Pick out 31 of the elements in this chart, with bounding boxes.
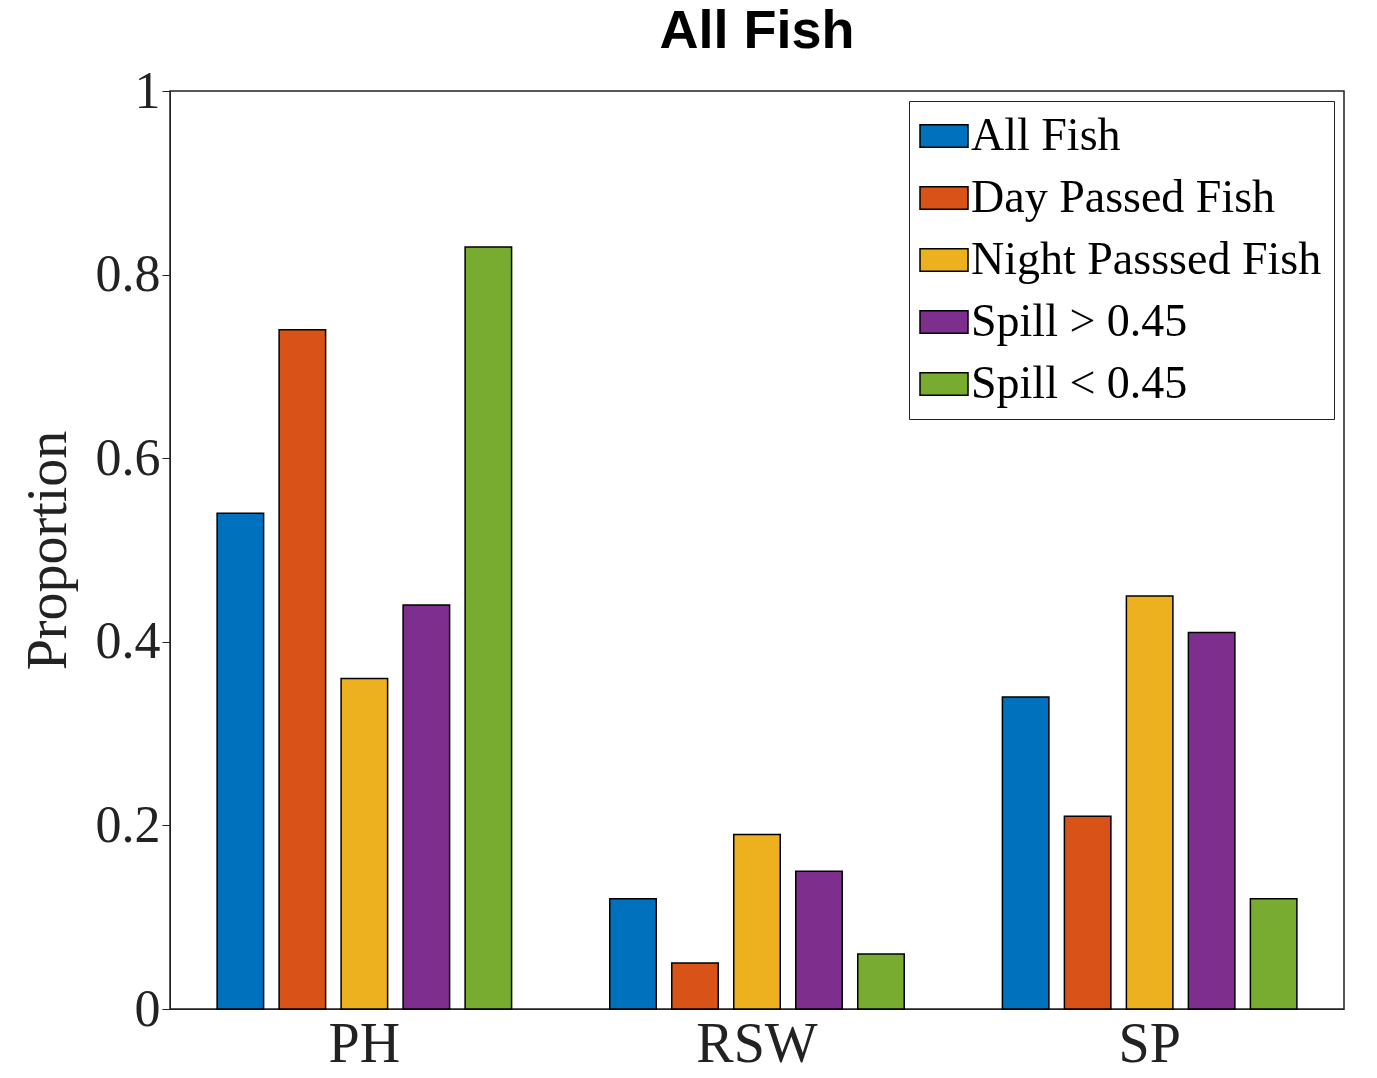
y-tick-label: 1 [134, 61, 161, 119]
y-axis-title: Proportion [15, 430, 78, 671]
bar [340, 677, 389, 1010]
legend-label: All Fish [971, 109, 1121, 160]
legend-label: Night Passsed Fish [971, 233, 1322, 284]
legend-label: Day Passed Fish [971, 171, 1276, 222]
bar [1249, 898, 1298, 1010]
chart-title: All Fish [659, 0, 855, 59]
y-tick-label: 0.4 [95, 612, 161, 670]
x-tick-label: RSW [696, 1011, 818, 1074]
bar [1125, 595, 1174, 1010]
bar [464, 246, 513, 1010]
bar [733, 833, 781, 1010]
bar [278, 328, 327, 1010]
y-tick-label: 0.6 [95, 428, 161, 486]
bar [402, 604, 451, 1010]
bar [795, 870, 843, 1010]
bar [856, 953, 905, 1010]
bar [216, 512, 265, 1010]
x-tick-label: SP [1118, 1011, 1181, 1074]
legend-label: Spill > 0.45 [971, 295, 1188, 346]
bar [671, 962, 719, 1010]
bar [609, 898, 658, 1010]
bar [1063, 815, 1112, 1010]
x-tick-label: PH [328, 1011, 401, 1074]
bar [1187, 631, 1236, 1010]
bar [1001, 696, 1050, 1010]
y-tick-label: 0.2 [95, 795, 161, 853]
legend-label: Spill < 0.45 [971, 357, 1188, 408]
y-tick-label: 0 [134, 979, 161, 1037]
y-tick-label: 0.8 [95, 245, 161, 303]
